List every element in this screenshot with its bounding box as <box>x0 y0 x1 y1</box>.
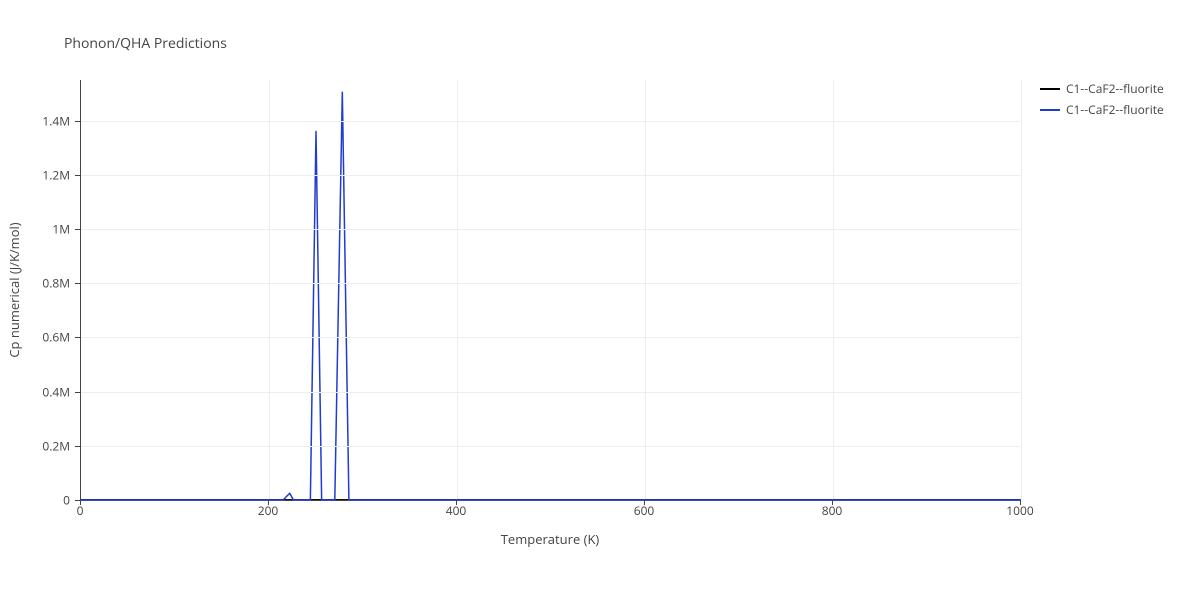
ytick-label: 0.6M <box>30 329 70 346</box>
gridline-vertical <box>457 80 458 499</box>
gridline-horizontal <box>81 337 1020 338</box>
gridline-horizontal <box>81 121 1020 122</box>
plot-area[interactable] <box>80 80 1020 500</box>
legend-item[interactable]: C1--CaF2--fluorite <box>1040 101 1164 118</box>
x-axis-label: Temperature (K) <box>501 530 600 548</box>
legend[interactable]: C1--CaF2--fluorite C1--CaF2--fluorite <box>1040 80 1164 122</box>
gridline-vertical <box>1021 80 1022 499</box>
ytick-label: 1M <box>30 221 70 238</box>
ytick-mark <box>75 121 80 122</box>
gridline-horizontal <box>81 283 1020 284</box>
chart-title: Phonon/QHA Predictions <box>64 34 227 53</box>
legend-label: C1--CaF2--fluorite <box>1066 80 1164 97</box>
ytick-label: 1.4M <box>30 112 70 129</box>
ytick-mark <box>75 337 80 338</box>
xtick-label: 400 <box>446 502 467 519</box>
gridline-horizontal <box>81 229 1020 230</box>
ytick-label: 1.2M <box>30 166 70 183</box>
ytick-label: 0 <box>30 492 70 509</box>
xtick-label: 200 <box>258 502 279 519</box>
legend-swatch <box>1040 88 1060 90</box>
ytick-mark <box>75 500 80 501</box>
ytick-mark <box>75 446 80 447</box>
ytick-label: 0.8M <box>30 275 70 292</box>
xtick-label: 600 <box>634 502 655 519</box>
ytick-mark <box>75 283 80 284</box>
gridline-vertical <box>269 80 270 499</box>
legend-label: C1--CaF2--fluorite <box>1066 101 1164 118</box>
gridline-horizontal <box>81 175 1020 176</box>
ytick-mark <box>75 229 80 230</box>
line-layer <box>81 80 1021 500</box>
legend-swatch <box>1040 109 1060 111</box>
chart-container: Phonon/QHA Predictions Temperature (K) C… <box>0 0 1200 600</box>
xtick-label: 0 <box>77 502 84 519</box>
ytick-label: 0.2M <box>30 437 70 454</box>
ytick-mark <box>75 175 80 176</box>
xtick-label: 800 <box>822 502 843 519</box>
gridline-horizontal <box>81 392 1020 393</box>
ytick-label: 0.4M <box>30 383 70 400</box>
series-line[interactable] <box>81 92 1021 500</box>
legend-item[interactable]: C1--CaF2--fluorite <box>1040 80 1164 97</box>
gridline-vertical <box>833 80 834 499</box>
ytick-mark <box>75 392 80 393</box>
gridline-vertical <box>645 80 646 499</box>
gridline-horizontal <box>81 446 1020 447</box>
xtick-label: 1000 <box>1006 502 1033 519</box>
y-axis-label: Cp numerical (J/K/mol) <box>5 222 23 357</box>
